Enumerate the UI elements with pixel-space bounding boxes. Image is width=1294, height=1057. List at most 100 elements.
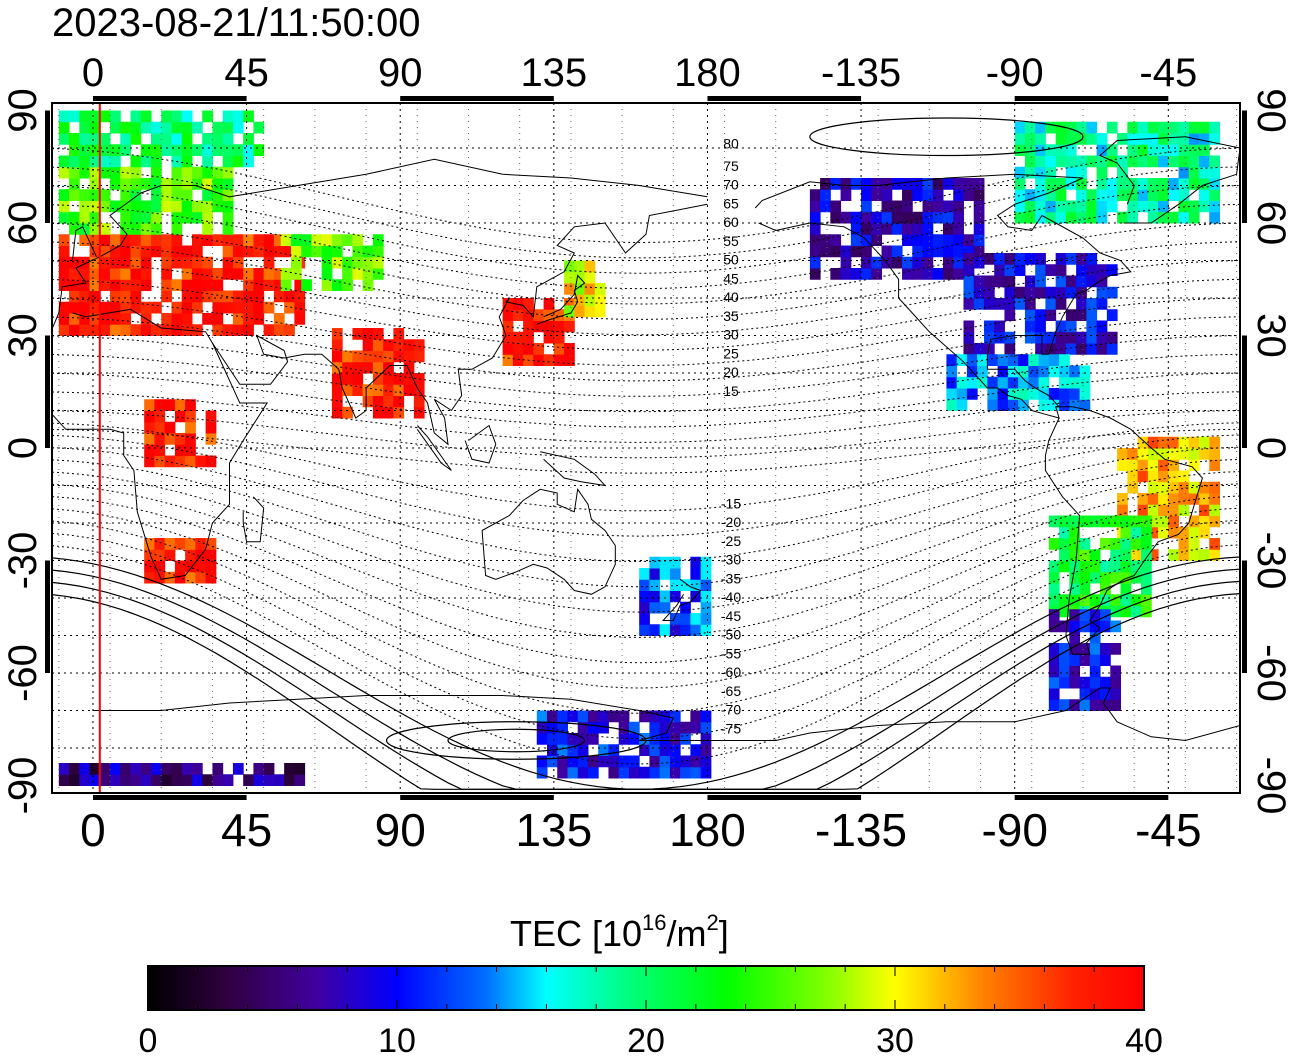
- tec-cell: [191, 256, 203, 269]
- tec-cell: [372, 245, 384, 258]
- magnetic-contour-line: [52, 422, 1240, 512]
- tec-cell: [1141, 583, 1152, 595]
- tec-cell: [154, 455, 166, 468]
- tec-cell: [1069, 388, 1081, 400]
- tec-cell: [557, 744, 568, 756]
- tec-cell: [1168, 515, 1180, 528]
- tec-cell: [1038, 376, 1050, 389]
- tec-cell: [99, 774, 111, 786]
- tec-cell: [185, 455, 196, 468]
- tec-cell: [1106, 286, 1118, 299]
- tec-cell: [1065, 178, 1077, 190]
- tec-cell: [700, 579, 712, 591]
- tec-cell: [79, 256, 91, 269]
- tec-cell: [79, 211, 91, 224]
- tec-cell: [161, 110, 172, 123]
- tec-cell: [564, 283, 575, 295]
- tec-cell: [110, 144, 121, 156]
- tec-cell: [953, 189, 964, 201]
- tec-cell: [1007, 365, 1019, 378]
- tec-cell: [1018, 388, 1029, 400]
- tec-cell: [79, 290, 91, 303]
- tec-cell: [1048, 560, 1060, 573]
- tec-cell: [1168, 189, 1180, 201]
- tec-cell: [58, 189, 70, 201]
- tec-cell: [567, 733, 579, 745]
- tec-cell: [120, 178, 132, 190]
- tec-cell: [912, 211, 924, 224]
- tec-cell: [1048, 688, 1060, 700]
- tec-cell: [1007, 388, 1019, 400]
- tec-cell: [669, 733, 681, 745]
- tec-cell: [99, 279, 111, 291]
- tec-cell: [120, 223, 132, 235]
- tec-cell: [840, 211, 852, 224]
- tec-cell: [393, 395, 405, 408]
- tec-cell: [587, 721, 599, 734]
- tec-cell: [1045, 331, 1057, 344]
- tec-cell: [1035, 253, 1046, 265]
- colorbar-tick-label: 20: [627, 1022, 665, 1057]
- tec-cell: [1024, 331, 1036, 344]
- tec-cell: [1137, 470, 1149, 483]
- tec-cell: [1028, 354, 1040, 366]
- contour-label: -55: [721, 645, 741, 661]
- tec-cell: [820, 200, 831, 213]
- tec-cell: [902, 256, 913, 269]
- tec-cell: [547, 733, 558, 745]
- tec-cell: [1086, 343, 1098, 355]
- tec-cell: [1199, 189, 1210, 201]
- tec-cell: [140, 211, 152, 224]
- tec-cell: [1055, 286, 1067, 299]
- tec-cell: [1188, 459, 1200, 471]
- tec-cell: [1130, 560, 1142, 573]
- tec-cell: [58, 155, 70, 168]
- tec-cell: [1147, 155, 1159, 168]
- tec-cell: [1096, 166, 1108, 179]
- tec-cell: [1209, 200, 1221, 213]
- tec-cell: [1168, 144, 1180, 156]
- tec-cell: [983, 331, 995, 344]
- tec-cell: [973, 178, 985, 190]
- tec-cell: [953, 234, 964, 246]
- tec-cell: [144, 549, 155, 561]
- tec-cell: [1158, 481, 1169, 494]
- tec-cell: [1178, 200, 1190, 213]
- tec-cell: [164, 455, 176, 468]
- tec-cell: [1117, 459, 1128, 471]
- tec-cell: [608, 755, 620, 768]
- tec-cell: [1147, 549, 1159, 561]
- tec-cell: [1059, 654, 1070, 666]
- tec-cell: [140, 774, 152, 786]
- tec-cell: [181, 313, 193, 325]
- tec-cell: [383, 339, 394, 351]
- tec-cell: [154, 399, 166, 411]
- tec-cell: [1079, 560, 1091, 573]
- tec-cell: [89, 178, 101, 190]
- magnetic-contour-line: [52, 428, 1240, 474]
- coastline: [211, 203, 708, 446]
- tec-cell: [861, 200, 872, 213]
- tec-cell: [963, 245, 975, 258]
- tec-cell: [553, 354, 565, 366]
- tec-cell: [130, 200, 142, 213]
- tec-cell: [1048, 399, 1060, 411]
- tec-cell: [932, 211, 944, 224]
- tec-cell: [362, 384, 374, 396]
- magnetic-contours: [52, 117, 1240, 790]
- tec-cell: [1024, 133, 1036, 145]
- tec-cell: [1158, 121, 1169, 134]
- tec-cell: [1096, 144, 1108, 156]
- magnetic-contour-line: [52, 353, 1240, 413]
- tec-cell: [174, 571, 186, 584]
- tec-cell: [553, 320, 565, 333]
- tec-cell: [1035, 155, 1046, 168]
- tec-cell: [1065, 155, 1077, 168]
- tec-cell: [1079, 376, 1091, 389]
- left-lat-tick-label: 0: [1, 437, 45, 459]
- tec-cell: [1045, 264, 1057, 276]
- tec-cell: [1079, 594, 1091, 606]
- tec-cell: [628, 721, 640, 734]
- tec-cell: [1089, 688, 1101, 700]
